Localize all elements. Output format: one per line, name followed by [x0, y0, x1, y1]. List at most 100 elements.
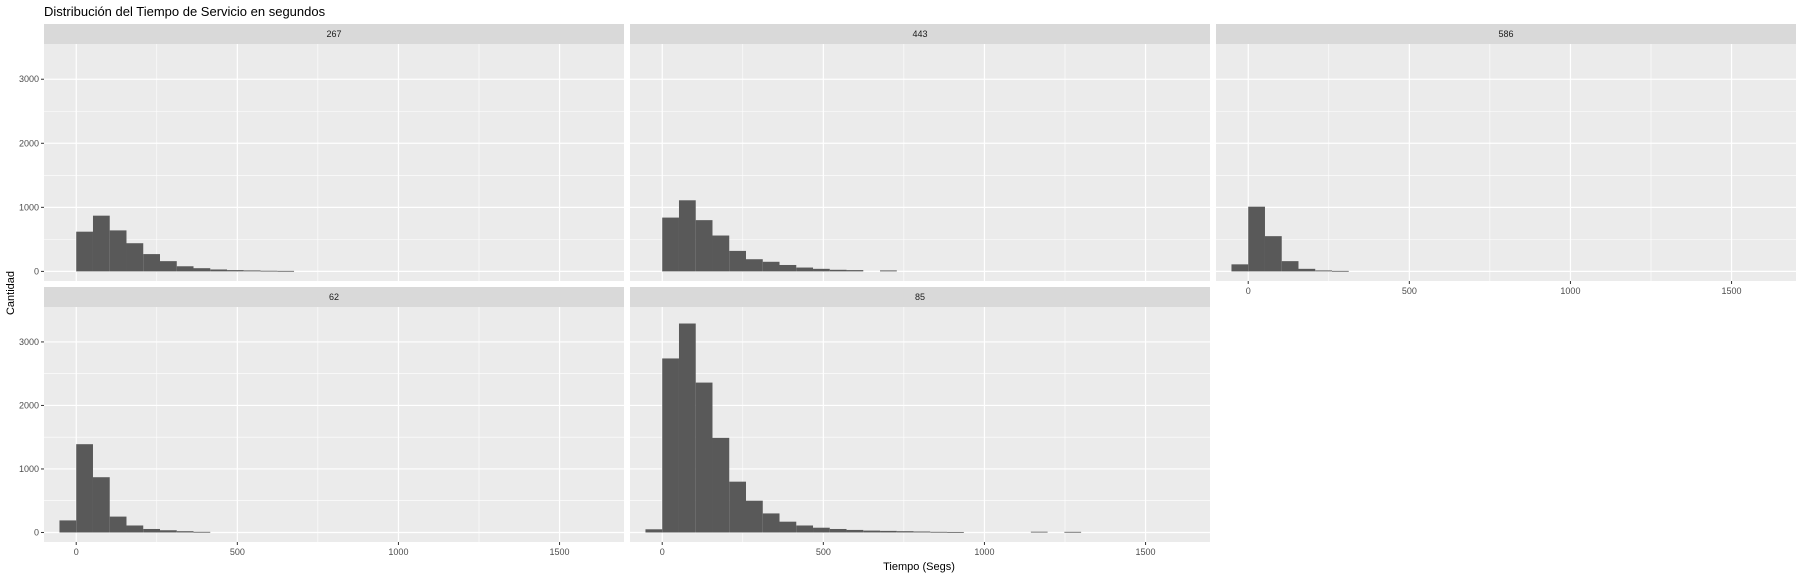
- histogram-bar: [829, 269, 847, 272]
- facet-panel-443: 443: [630, 24, 1210, 281]
- histogram-bar: [109, 230, 127, 272]
- y-tick-label: 0: [34, 527, 39, 537]
- facet-strip-label: 443: [912, 29, 927, 39]
- x-tick-label: 0: [660, 547, 665, 557]
- histogram-bar: [762, 261, 780, 272]
- histogram-bar: [762, 513, 780, 533]
- histogram-bar: [645, 529, 663, 533]
- chart-title: Distribución del Tiempo de Servicio en s…: [44, 4, 326, 19]
- histogram-bar: [863, 530, 881, 533]
- histogram-bar: [678, 200, 696, 272]
- histogram-bar: [92, 215, 110, 272]
- histogram-bar: [59, 520, 77, 533]
- facet-strip-label: 85: [915, 292, 925, 302]
- histogram-bar: [1030, 531, 1048, 533]
- panel-background: [44, 44, 624, 281]
- histogram-bar: [846, 270, 864, 272]
- histogram-bar: [1315, 270, 1332, 272]
- histogram-bar: [880, 270, 897, 272]
- histogram-bar: [176, 266, 194, 272]
- x-tick-label: 0: [74, 547, 79, 557]
- histogram-bar: [1332, 270, 1349, 272]
- facet-panel-62: 62 0 1000 2000 3000 0 500 1000 1500: [19, 287, 624, 557]
- facet-panels: 267 0 1000 2000 3000 443 586 0 500 1000 1500 62 0 100…: [19, 24, 1796, 557]
- histogram-bar: [1248, 206, 1265, 272]
- histogram-bar: [92, 477, 110, 533]
- x-tick-label: 1000: [974, 547, 994, 557]
- histogram-bar: [813, 268, 830, 272]
- histogram-bar: [1231, 264, 1249, 272]
- x-tick-label: 1000: [1560, 286, 1580, 296]
- y-tick-label: 3000: [19, 337, 39, 347]
- histogram-bar: [143, 528, 160, 533]
- y-tick-label: 3000: [19, 74, 39, 84]
- histogram-bar: [193, 268, 211, 272]
- histogram-bar: [829, 528, 847, 533]
- facet-strip-label: 62: [329, 292, 339, 302]
- histogram-bar: [695, 220, 713, 272]
- histogram-bar: [160, 530, 177, 533]
- histogram-bar: [109, 516, 127, 533]
- y-tick-label: 0: [34, 266, 39, 276]
- histogram-bar: [176, 531, 194, 533]
- y-tick-label: 2000: [19, 400, 39, 410]
- histogram-bar: [930, 531, 948, 533]
- histogram-bar: [796, 267, 814, 272]
- histogram-bar: [662, 358, 679, 533]
- histogram-bar: [913, 531, 931, 533]
- histogram-bar: [277, 270, 295, 272]
- x-tick-label: 1500: [550, 547, 570, 557]
- histogram-bar: [210, 269, 228, 272]
- facet-panel-85: 85 0 500 1000 1500: [630, 287, 1210, 557]
- histogram-bar: [1298, 268, 1316, 272]
- panel-background: [44, 307, 624, 542]
- y-tick-label: 1000: [19, 464, 39, 474]
- histogram-bar: [260, 270, 278, 272]
- histogram-bar: [746, 500, 763, 533]
- histogram-bar: [1264, 236, 1282, 272]
- histogram-bar: [846, 529, 864, 533]
- histogram-bar: [896, 531, 914, 533]
- facet-strip: [44, 24, 624, 44]
- facet-strip: [1216, 24, 1796, 44]
- histogram-bar: [76, 444, 93, 533]
- facet-panel-267: 267 0 1000 2000 3000: [19, 24, 624, 281]
- x-axis-title: Tiempo (Segs): [883, 561, 955, 573]
- facet-strip-label: 586: [1498, 29, 1513, 39]
- histogram-bar: [813, 527, 830, 533]
- histogram-bar: [880, 530, 897, 533]
- histogram-bar: [160, 261, 177, 272]
- histogram-bar: [76, 231, 93, 272]
- facet-strip: [630, 24, 1210, 44]
- histogram-bar: [1064, 531, 1082, 533]
- histogram-bar: [126, 243, 144, 272]
- x-tick-label: 500: [1402, 286, 1417, 296]
- histogram-bar: [729, 481, 746, 533]
- y-tick-label: 1000: [19, 202, 39, 212]
- facet-strip: [630, 287, 1210, 307]
- x-tick-label: 0: [1246, 286, 1251, 296]
- histogram-bar: [947, 531, 964, 533]
- histogram-bar: [143, 254, 160, 272]
- x-tick-label: 1500: [1136, 547, 1156, 557]
- y-axis-title: Cantidad: [5, 271, 17, 315]
- histogram-bar: [126, 525, 144, 533]
- facet-strip-label: 267: [326, 29, 341, 39]
- facet-panel-586: 586 0 500 1000 1500: [1216, 24, 1796, 296]
- histogram-bar: [1281, 261, 1299, 272]
- histogram-bar: [695, 382, 713, 533]
- histogram-bar: [227, 270, 244, 272]
- panel-background: [1216, 44, 1796, 281]
- x-tick-label: 1000: [388, 547, 408, 557]
- histogram-bar: [779, 521, 797, 533]
- histogram-bar: [712, 437, 730, 533]
- facet-strip: [44, 287, 624, 307]
- x-tick-label: 500: [816, 547, 831, 557]
- y-tick-label: 2000: [19, 138, 39, 148]
- histogram-bar: [193, 531, 211, 533]
- histogram-bar: [662, 217, 679, 272]
- histogram-bar: [712, 235, 730, 272]
- x-tick-label: 1500: [1722, 286, 1742, 296]
- x-tick-label: 500: [230, 547, 245, 557]
